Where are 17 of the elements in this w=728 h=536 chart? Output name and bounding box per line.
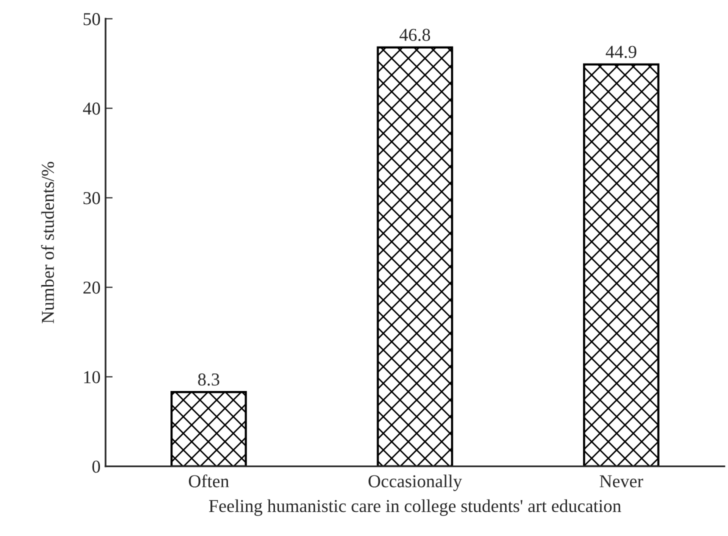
x-tick-label: Often <box>188 474 229 488</box>
y-tick-label: 30 <box>84 192 100 204</box>
y-tick-label: 10 <box>84 371 100 384</box>
bar <box>170 390 247 466</box>
bar <box>583 63 660 466</box>
x-axis-title: Feeling humanistic care in college students' art education <box>209 499 622 516</box>
y-tick-label: 50 <box>84 13 100 26</box>
y-tick-label: 0 <box>92 460 100 473</box>
x-tick-label: Occasionally <box>368 474 462 492</box>
data-label: 44.9 <box>606 46 636 58</box>
data-label: 8.3 <box>198 373 220 386</box>
data-label: 46.8 <box>400 28 430 42</box>
bar <box>376 46 454 466</box>
x-tick-label: Never <box>600 475 644 488</box>
y-tick-label: 40 <box>82 102 100 115</box>
y-tick-label: 20 <box>83 282 100 294</box>
y-axis-title: Number of students/% <box>41 162 54 324</box>
